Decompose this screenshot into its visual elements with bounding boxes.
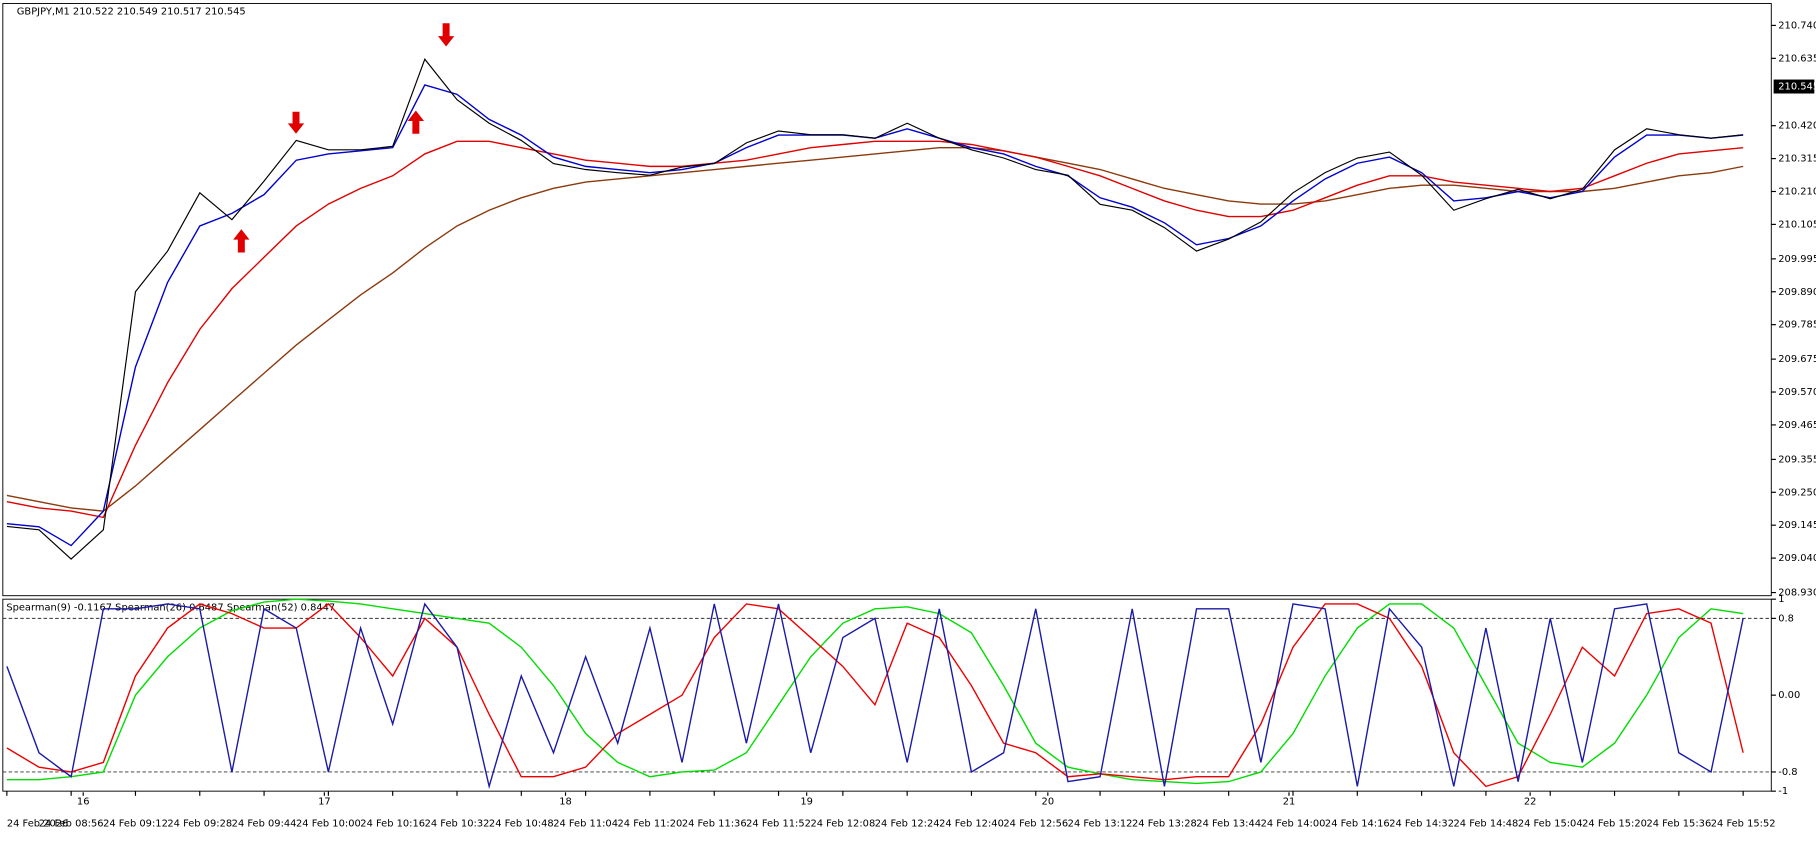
x-tick-label: 24 Feb 15:52 <box>1711 819 1776 830</box>
sell-arrow <box>287 111 305 134</box>
symbol-header: GBPJPY,M1 210.522 210.549 210.517 210.54… <box>17 7 246 18</box>
last-price-box <box>1773 79 1815 94</box>
x-tick-label: 24 Feb 08:56 <box>39 819 104 830</box>
y-tick-label: 209.675 <box>1778 354 1816 365</box>
y-tick-label: 208.930 <box>1778 588 1816 599</box>
signal-arrows <box>233 23 455 253</box>
buy-arrow <box>407 110 424 134</box>
y-tick-label: 210.210 <box>1778 186 1816 197</box>
x-tick-label: 24 Feb 14:16 <box>1325 819 1390 830</box>
last-price-label: 210.545 <box>1778 82 1816 93</box>
x-tick-label: 24 Feb 10:16 <box>360 819 425 830</box>
y-tick-label: 210.420 <box>1778 121 1816 132</box>
x-tick-label: 24 Feb 09:28 <box>167 819 232 830</box>
day-marker-label: 18 <box>559 797 572 808</box>
x-tick-label: 24 Feb 12:08 <box>810 819 875 830</box>
y-tick-label: 209.570 <box>1778 387 1816 398</box>
x-tick-label: 24 Feb 12:40 <box>939 819 1004 830</box>
y-tick-label: 209.250 <box>1778 487 1816 498</box>
y-tick-label: 210.315 <box>1778 154 1816 165</box>
series-line <box>6 140 1744 519</box>
y-tick-label: 209.145 <box>1778 520 1816 531</box>
x-tick-label: 24 Feb 15:36 <box>1646 819 1711 830</box>
series-line <box>6 598 1744 785</box>
x-tick-label: 24 Feb 11:20 <box>618 819 683 830</box>
y-tick-label: 209.785 <box>1778 320 1816 331</box>
y-tick-label: 209.465 <box>1778 420 1816 431</box>
y-tick-label: 209.355 <box>1778 454 1816 465</box>
x-tick-label: 24 Feb 10:00 <box>296 819 361 830</box>
x-tick-label: 24 Feb 11:36 <box>682 819 747 830</box>
y-tick-label: 210.635 <box>1778 53 1816 64</box>
day-marker-label: 20 <box>1042 797 1055 808</box>
x-tick-label: 24 Feb 15:20 <box>1582 819 1647 830</box>
x-tick-label: 24 Feb 11:52 <box>746 819 811 830</box>
indicator-header: Spearman(9) -0.1167 Spearman(26) 0.6487 … <box>6 602 335 613</box>
y-tick-label: 1 <box>1778 594 1784 605</box>
x-tick-label: 24 Feb 2026 <box>7 819 68 830</box>
price-pane <box>2 3 1772 597</box>
x-tick-label: 24 Feb 15:04 <box>1518 819 1583 830</box>
y-tick-label: 209.995 <box>1778 254 1816 265</box>
x-tick-label: 24 Feb 14:00 <box>1261 819 1326 830</box>
series-line <box>6 146 1744 512</box>
x-tick-label: 24 Feb 09:12 <box>103 819 168 830</box>
y-tick-label: 210.740 <box>1778 20 1816 31</box>
x-tick-label: 24 Feb 13:12 <box>1068 819 1133 830</box>
x-tick-label: 24 Feb 10:48 <box>489 819 554 830</box>
day-marker-label: 22 <box>1524 797 1537 808</box>
series-line <box>6 58 1744 560</box>
y-tick-label: 209.040 <box>1778 553 1816 564</box>
y-tick-label: 0.8 <box>1778 613 1794 624</box>
day-marker-label: 19 <box>800 797 813 808</box>
day-marker-label: 17 <box>318 797 331 808</box>
day-marker-label: 16 <box>77 797 90 808</box>
x-tick-label: 24 Feb 10:32 <box>425 819 490 830</box>
y-tick-label: 209.890 <box>1778 287 1816 298</box>
x-tick-label: 24 Feb 12:24 <box>875 819 940 830</box>
x-tick-label: 24 Feb 12:56 <box>1003 819 1068 830</box>
y-tick-label: 210.105 <box>1778 219 1816 230</box>
sell-arrow <box>437 23 455 47</box>
x-tick-label: 24 Feb 14:32 <box>1389 819 1454 830</box>
y-tick-label: 0.00 <box>1778 690 1800 701</box>
day-marker-label: 21 <box>1283 797 1296 808</box>
x-tick-label: 24 Feb 13:28 <box>1132 819 1197 830</box>
x-tick-label: 24 Feb 09:44 <box>232 819 297 830</box>
series-line <box>6 602 1744 790</box>
buy-arrow <box>233 229 250 253</box>
x-tick-label: 24 Feb 13:44 <box>1196 819 1261 830</box>
x-tick-label: 24 Feb 11:04 <box>553 819 618 830</box>
y-tick-label: -1 <box>1778 786 1788 797</box>
y-tick-label: -0.8 <box>1778 767 1797 778</box>
x-tick-label: 24 Feb 14:48 <box>1454 819 1519 830</box>
